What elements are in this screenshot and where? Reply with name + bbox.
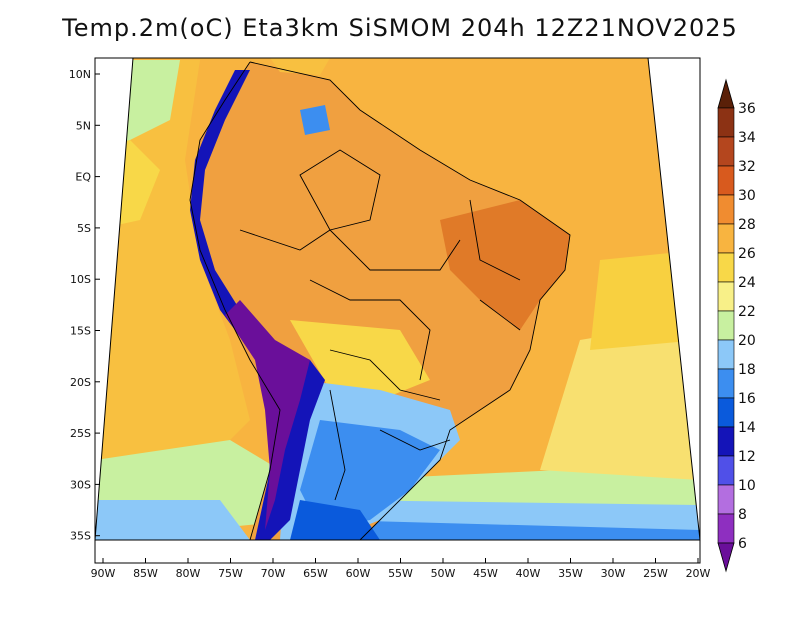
lon-label: 45W [473,567,498,580]
lon-label: 90W [91,567,116,580]
lon-label: 55W [388,567,413,580]
colorbar-label: 6 [738,536,747,552]
lon-label: 65W [303,567,328,580]
colorbar-label: 32 [738,159,756,175]
country-boundaries [189,61,571,540]
colorbar-swatch [717,223,735,254]
colorbar: 6 8 10 12 14 16 18 20 22 24 26 28 30 32 34 36 [717,78,756,573]
border-a [299,149,381,231]
lat-label: EQ [75,171,91,184]
atlantic-east-mild [540,320,700,480]
lat-label: 20S [70,376,91,389]
colorbar-swatch [717,281,735,312]
border-c [309,279,431,381]
colorbar-swatch [717,426,735,457]
lat-label: 5S [77,222,91,235]
colorbar-label: 24 [738,275,756,291]
lat-label: 35S [70,530,91,543]
border-f [379,429,451,451]
colorbar-swatch [717,484,735,515]
longitude-axis: 90W 85W 80W 75W 70W 65W 60W 55W 50W 45W 40W 35W 30W 2… [91,558,711,580]
colorbar-swatch [717,397,735,428]
map-frame [94,57,701,564]
colorbar-label: 14 [738,420,756,436]
colorbar-top-arrow [717,78,735,109]
lon-label: 25W [643,567,668,580]
lon-label: 20W [686,567,711,580]
colorbar-label: 8 [738,507,747,523]
lon-label: 80W [176,567,201,580]
colorbar-swatch [717,310,735,341]
lon-label: 60W [346,567,371,580]
lon-label: 40W [516,567,541,580]
south-cold [300,420,440,530]
temperature-field [95,58,700,540]
lat-label: 15S [70,325,91,338]
lon-label: 35W [558,567,583,580]
coastline-east [249,61,571,540]
atlantic-central-field [590,250,700,350]
coastline-west [189,61,281,540]
pacific-south-cool [95,500,250,540]
lon-label: 50W [431,567,456,580]
colorbar-swatch [717,194,735,225]
colorbar-swatch [717,513,735,544]
caribbean-field [270,58,330,75]
colorbar-swatch [717,339,735,370]
colorbar-label: 26 [738,246,756,262]
colorbar-swatch [717,455,735,486]
colorbar-swatch [717,136,735,167]
colorbar-label: 12 [738,449,756,465]
northeast-hot [440,200,570,330]
patagonia-cold [290,500,380,540]
colorbar-label: 30 [738,188,756,204]
colorbar-swatch [717,107,735,138]
colorbar-swatch [717,165,735,196]
latitude-axis: 10N 5N EQ 5S 10S 15S 20S 25S 30S 35S [69,68,100,543]
colorbar-label: 20 [738,333,756,349]
border-d [329,349,441,401]
lat-label: 10S [70,273,91,286]
lon-label: 75W [218,567,243,580]
tepuy-cool [300,105,330,135]
lat-label: 30S [70,478,91,491]
colorbar-label: 36 [738,101,756,117]
colorbar-label: 34 [738,130,756,146]
lon-label: 70W [261,567,286,580]
lon-label: 30W [601,567,626,580]
colorbar-label: 28 [738,217,756,233]
colorbar-swatch [717,252,735,283]
border-g [469,199,521,281]
border-e [329,389,346,501]
andes-coldest [225,300,310,530]
colorbar-bottom-arrow [717,542,735,573]
colorbar-label: 22 [738,304,756,320]
colorbar-label: 18 [738,362,756,378]
border-b [239,229,461,271]
lat-label: 10N [69,68,91,81]
lon-label: 85W [133,567,158,580]
lat-label: 25S [70,427,91,440]
colorbar-swatch [717,368,735,399]
colorbar-label: 10 [738,478,756,494]
lat-label: 5N [76,119,91,132]
map-title: Temp.2m(oC) Eta3km SiSMOM 204h 12Z21NOV2… [62,14,738,42]
colorbar-label: 16 [738,391,756,407]
border-h [479,299,521,331]
atlantic-south-cold [320,520,700,540]
